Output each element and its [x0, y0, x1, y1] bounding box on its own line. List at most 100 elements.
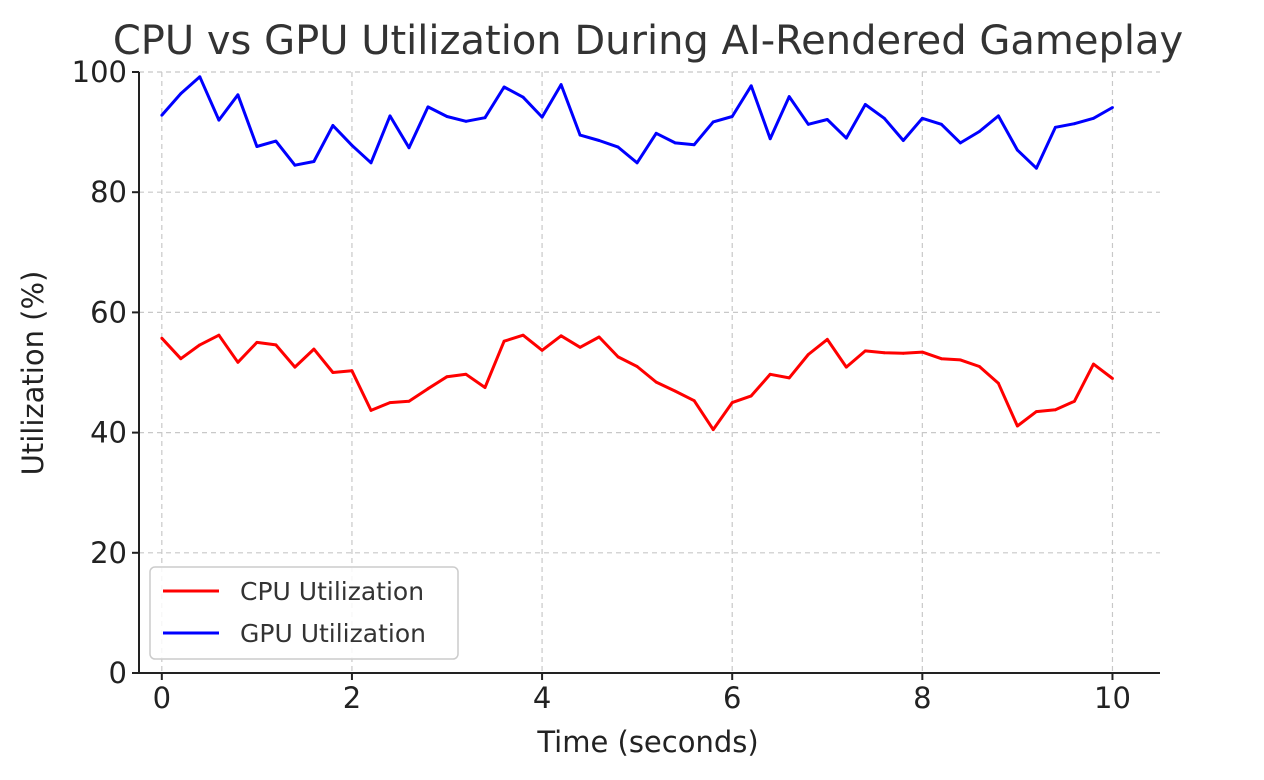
data-point [616, 145, 620, 149]
data-point [768, 137, 772, 141]
x-tick-label: 4 [533, 681, 551, 715]
data-point [616, 355, 620, 359]
data-point [236, 360, 240, 364]
data-point [407, 146, 411, 150]
series-line-gpu [160, 75, 1114, 170]
data-point [179, 357, 183, 361]
data-point [1054, 125, 1057, 129]
data-point [160, 336, 164, 340]
data-point [920, 350, 924, 354]
y-tick-label: 100 [72, 55, 127, 89]
data-point [445, 115, 449, 118]
data-point [407, 399, 411, 403]
data-point [559, 83, 563, 86]
chart-title: CPU vs GPU Utilization During AI-Rendere… [113, 18, 1183, 64]
data-point [978, 130, 981, 133]
data-point [350, 369, 354, 373]
data-point [1054, 408, 1057, 412]
data-point [1035, 166, 1038, 170]
data-point [293, 365, 297, 369]
data-point [1111, 106, 1114, 109]
data-point [787, 95, 791, 98]
data-point [540, 115, 544, 119]
data-point [825, 338, 829, 341]
data-point [844, 365, 848, 369]
data-point [540, 348, 544, 352]
data-point [749, 394, 753, 398]
data-series [160, 75, 1114, 432]
data-point [1016, 148, 1019, 152]
data-point [483, 386, 487, 389]
data-point [901, 351, 905, 355]
data-point [1016, 424, 1019, 428]
data-point [1073, 399, 1076, 403]
data-point [217, 333, 221, 337]
data-point [654, 131, 658, 135]
data-point [369, 409, 373, 412]
x-tick-label: 6 [723, 681, 741, 715]
data-point [464, 372, 468, 376]
data-point [1092, 362, 1095, 366]
data-point [730, 401, 734, 404]
data-point [635, 365, 639, 368]
data-point [863, 103, 867, 106]
data-point [274, 139, 278, 143]
x-tick-label: 8 [913, 681, 931, 715]
data-point [255, 145, 259, 148]
series-line-cpu [160, 333, 1114, 432]
legend-label: GPU Utilization [240, 619, 426, 648]
x-tick-label: 2 [343, 681, 361, 715]
axes [138, 72, 1160, 674]
data-point [350, 143, 354, 147]
data-point [711, 428, 715, 431]
data-point [692, 143, 696, 147]
x-tick-label: 0 [153, 681, 171, 715]
data-point [959, 358, 962, 362]
data-point [426, 387, 430, 391]
y-tick-label: 20 [90, 536, 127, 570]
data-point [1092, 116, 1095, 120]
data-point [312, 160, 316, 163]
data-point [673, 389, 677, 393]
data-point [749, 84, 753, 88]
y-tick-label: 0 [109, 656, 127, 690]
x-tick-label: 10 [1094, 681, 1131, 715]
y-tick-label: 40 [90, 416, 127, 450]
data-point [160, 113, 164, 117]
data-point [198, 75, 202, 79]
data-point [293, 163, 297, 167]
data-point [369, 161, 373, 165]
legend: CPU Utilization GPU Utilization [149, 566, 459, 660]
data-point [1073, 122, 1076, 126]
data-point [711, 120, 715, 124]
data-point [825, 118, 829, 121]
data-point [997, 114, 1000, 118]
data-point [882, 116, 886, 120]
data-point [445, 375, 449, 379]
data-point [483, 116, 487, 120]
data-point [597, 335, 601, 339]
data-point [940, 357, 943, 361]
data-point [997, 381, 1000, 385]
data-point [388, 401, 392, 404]
data-point [920, 116, 924, 120]
data-point [198, 343, 202, 347]
data-point [806, 353, 810, 356]
data-point [521, 95, 525, 99]
legend-frame [149, 566, 459, 660]
data-point [331, 124, 335, 127]
data-point [521, 333, 525, 337]
data-point [730, 115, 734, 118]
data-point [673, 141, 677, 145]
data-point [978, 365, 981, 368]
data-point [597, 139, 601, 142]
data-point [255, 341, 259, 344]
legend-items: CPU Utilization GPU Utilization [163, 577, 426, 648]
legend-label: CPU Utilization [240, 577, 424, 606]
data-point [578, 345, 582, 349]
data-point [502, 339, 506, 343]
data-point [274, 343, 278, 347]
x-axis-title: Time (seconds) [536, 725, 758, 759]
